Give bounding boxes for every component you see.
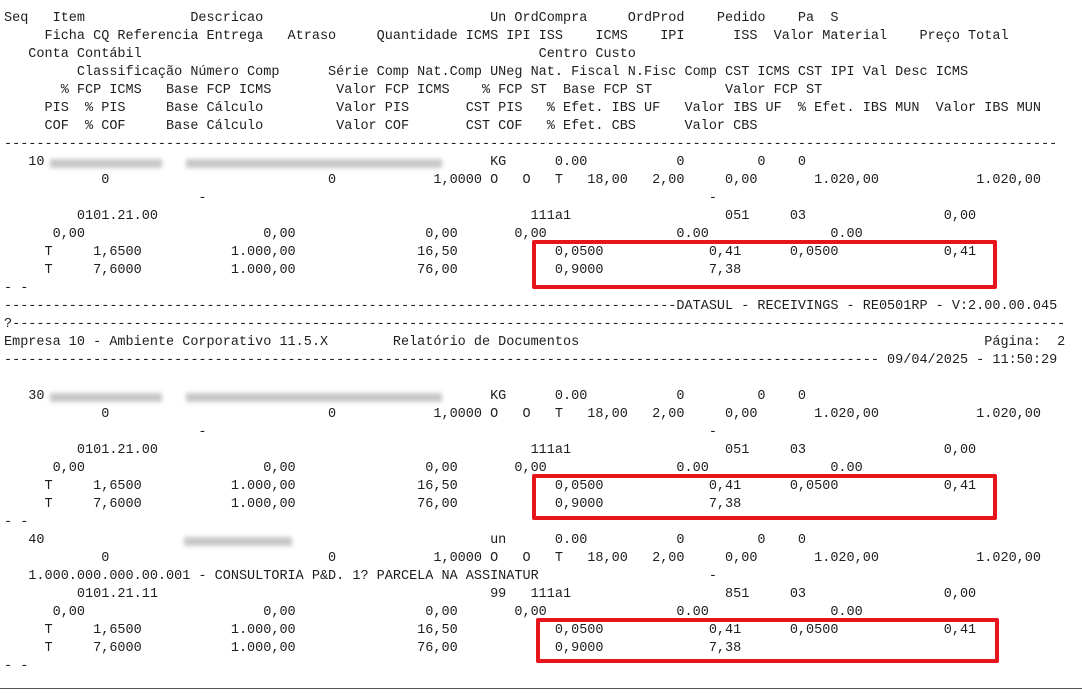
blurred-description bbox=[186, 393, 442, 402]
header-line: COF % COF Base Cálculo Valor COF CST COF… bbox=[4, 119, 758, 134]
highlight-box bbox=[536, 618, 999, 663]
item-line: 0,00 0,00 0,00 0,00 0.00 0.00 bbox=[4, 461, 863, 476]
blurred-code bbox=[50, 393, 162, 402]
highlight-box bbox=[532, 474, 997, 520]
item-line: T 7,6000 1.000,00 76,00 0,9000 7,38 bbox=[4, 641, 742, 656]
item-line: - - bbox=[4, 659, 29, 674]
header-line: Conta Contábil Centro Custo bbox=[4, 47, 636, 62]
column-headers: Seq Item Descricao Un OrdCompra OrdProd … bbox=[4, 10, 1078, 136]
item-block: 30 KG 0.00 0 0 0 0 0 1,0000 O O T 18,00 … bbox=[4, 388, 1078, 532]
item-line: 0101.21.11 99 111a1 851 03 0,00 bbox=[4, 587, 977, 602]
item-line: T 1,6500 1.000,00 16,50 0,0500 0,41 0,05… bbox=[4, 623, 977, 638]
company-line: Empresa 10 - Ambiente Corporativo 11.5.X… bbox=[4, 335, 1066, 350]
item-line: T 1,6500 1.000,00 16,50 0,0500 0,41 0,05… bbox=[4, 245, 977, 260]
header-line: Seq Item Descricao Un OrdCompra OrdProd … bbox=[4, 11, 839, 26]
item-line: - - bbox=[4, 281, 29, 296]
blurred-code bbox=[50, 159, 162, 168]
item-line: 30 KG 0.00 0 0 0 bbox=[28, 389, 807, 404]
page-footer: ----------------------------------------… bbox=[4, 299, 1058, 314]
item-line: - - bbox=[4, 515, 29, 530]
item-line: 0101.21.00 111a1 051 03 0,00 bbox=[4, 209, 977, 224]
report: Seq Item Descricao Un OrdCompra OrdProd … bbox=[4, 10, 1078, 676]
item-line: 0 0 1,0000 O O T 18,00 2,00 0,00 1.020,0… bbox=[4, 173, 1041, 188]
item-line: 1.000.000.000.00.001 - CONSULTORIA P&D. … bbox=[4, 569, 717, 584]
header-line: PIS % PIS Base Cálculo Valor PIS CST PIS… bbox=[4, 101, 1041, 116]
item-line: T 1,6500 1.000,00 16,50 0,0500 0,41 0,05… bbox=[4, 479, 977, 494]
item-line: 0,00 0,00 0,00 0,00 0.00 0.00 bbox=[4, 227, 863, 242]
item-line: - - bbox=[4, 425, 717, 440]
item-line: 0101.21.00 111a1 051 03 0,00 bbox=[4, 443, 977, 458]
highlight-box bbox=[532, 240, 997, 289]
date-line: ----------------------------------------… bbox=[4, 353, 1058, 368]
header-line: Ficha CQ Referencia Entrega Atraso Quant… bbox=[4, 29, 1009, 44]
bottom-rule bbox=[0, 688, 1082, 689]
item-block: 40 un 0.00 0 0 0 0 0 1,0000 O O T 18,00 … bbox=[4, 532, 1078, 676]
page-marker: ?---------------------------------------… bbox=[4, 317, 1066, 332]
item-line: 0,00 0,00 0,00 0,00 0.00 0.00 bbox=[4, 605, 863, 620]
item-line: 40 un 0.00 0 0 0 bbox=[4, 533, 807, 548]
separator: ----------------------------------------… bbox=[4, 137, 1058, 152]
header-line: Classificação Número Comp Série Comp Nat… bbox=[4, 65, 969, 80]
item-line: T 7,6000 1.000,00 76,00 0,9000 7,38 bbox=[4, 497, 742, 512]
item-block: 10 KG 0.00 0 0 0 0 0 1,0000 O O T 18,00 … bbox=[4, 154, 1078, 298]
item-line: 0 0 1,0000 O O T 18,00 2,00 0,00 1.020,0… bbox=[4, 551, 1041, 566]
item-line: - - bbox=[4, 191, 717, 206]
blurred-description bbox=[184, 537, 292, 546]
header-line: % FCP ICMS Base FCP ICMS Valor FCP ICMS … bbox=[4, 83, 823, 98]
blurred-description bbox=[186, 159, 442, 168]
item-line: 10 KG 0.00 0 0 0 bbox=[28, 155, 807, 170]
item-line: 0 0 1,0000 O O T 18,00 2,00 0,00 1.020,0… bbox=[4, 407, 1041, 422]
item-line: T 7,6000 1.000,00 76,00 0,9000 7,38 bbox=[4, 263, 742, 278]
